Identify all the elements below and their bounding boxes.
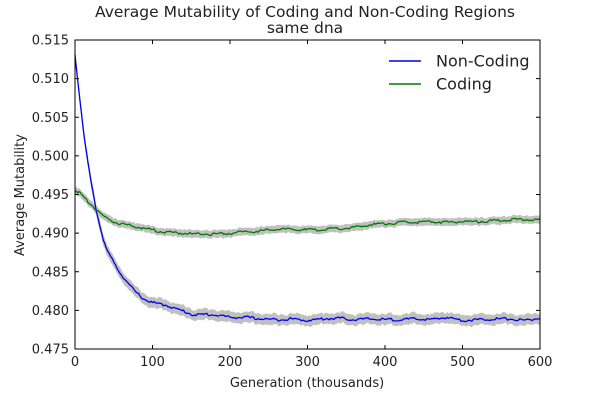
y-tick-label: 0.515 (32, 34, 69, 49)
legend: Non-Coding Coding (389, 52, 530, 94)
y-tick-label: 0.510 (32, 72, 69, 87)
chart-title: Average Mutability of Coding and Non-Cod… (95, 3, 515, 21)
y-tick-label: 0.480 (32, 304, 69, 319)
x-tick-label: 400 (373, 355, 398, 370)
y-tick-label: 0.485 (32, 265, 69, 280)
y-tick-label: 0.490 (32, 227, 69, 242)
y-tick-label: 0.505 (32, 111, 69, 126)
series-line-non-coding (74, 55, 541, 323)
y-tick-label: 0.495 (32, 188, 69, 203)
x-axis-label: Generation (thousands) (230, 376, 384, 391)
band-coding (75, 186, 540, 240)
legend-label-coding: Coding (436, 75, 492, 94)
x-axis-ticks: 0 100 200 300 400 500 600 (71, 40, 553, 370)
x-tick-label: 0 (71, 355, 79, 370)
y-tick-label: 0.500 (32, 149, 69, 164)
x-tick-label: 600 (528, 355, 553, 370)
x-tick-label: 200 (218, 355, 243, 370)
x-tick-label: 500 (450, 355, 475, 370)
y-axis-label: Average Mutability (13, 134, 28, 256)
chart-subtitle: same dna (267, 19, 343, 37)
y-axis-ticks: 0.475 0.480 0.485 0.490 0.495 0.500 0.505 0.510… (32, 34, 540, 358)
series-line-coding (74, 190, 541, 236)
series-lines (74, 55, 541, 323)
y-tick-label: 0.475 (32, 343, 69, 358)
legend-label-non-coding: Non-Coding (436, 52, 530, 71)
x-tick-label: 300 (295, 355, 320, 370)
x-tick-label: 100 (140, 355, 165, 370)
